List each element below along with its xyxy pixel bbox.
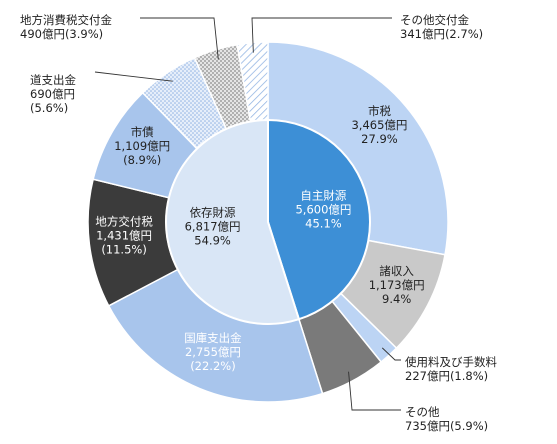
outer-label-9: その他交付金 341億円(2.7%) [400,13,483,41]
outer-label-0-line-1: 3,465億円 [351,118,407,132]
inner-slice-1 [165,118,301,325]
outer-label-0-line-0: 市税 [368,104,391,118]
outer-label-2: 使用料及び手数料 227億円(1.8%) [405,355,497,383]
outer-label-0-line-2: 27.9% [361,132,398,146]
outer-label-5-line-2: (11.5%) [101,243,147,257]
outer-label-1-line-1: 1,173億円 [369,278,425,292]
outer-label-2-line-0: 使用料及び手数料 [405,355,497,369]
inner-label-0-line-2: 45.1% [305,216,342,230]
outer-label-1: 諸収入 1,173億円 9.4% [369,264,425,306]
inner-label-1-line-1: 6,817億円 [185,220,241,234]
outer-ring [87,41,449,403]
inner-pie [165,118,371,325]
outer-label-6-line-1: 1,109億円 [114,139,170,153]
outer-label-1-line-0: 諸収入 [379,264,414,278]
outer-label-4-line-0: 国庫支出金 [184,331,242,345]
outer-label-6: 市債 1,109億円(8.9%) [114,125,170,167]
outer-label-3-line-1: 735億円(5.9%) [405,419,488,433]
outer-label-1-line-2: 9.4% [382,292,411,306]
outer-label-2-line-1: 227億円(1.8%) [405,369,488,383]
outer-label-9-line-1: 341億円(2.7%) [400,27,483,41]
outer-label-7-line-1: 690億円 [30,87,75,101]
inner-label-0-line-0: 自主財源 [300,188,346,202]
outer-label-8-line-0: 地方消費税交付金 [20,13,112,27]
outer-label-3: その他 735億円(5.9%) [405,405,488,433]
outer-label-7: 道支出金 690億円(5.6%) [30,73,76,115]
leader-line-9 [251,17,392,53]
outer-label-3-line-0: その他 [405,405,440,419]
inner-label-1-line-2: 54.9% [194,234,231,248]
leader-line-2 [381,347,401,361]
inner-label-0: 自主財源 5,600億円 45.1% [295,188,351,230]
inner-label-1: 依存財源 6,817億円 54.9% [185,206,241,248]
leader-line-8 [140,17,219,60]
leader-lines [94,17,401,411]
outer-label-5-line-1: 1,431億円 [96,229,152,243]
outer-label-6-line-0: 市債 [131,125,154,139]
outer-label-7-line-2: (5.6%) [30,101,68,115]
slice-labels: 自主財源 5,600億円 45.1% 依存財源 6,817億円 54.9% 市税 3,465億… [20,13,497,433]
inner-label-0-line-1: 5,600億円 [295,202,351,216]
outer-label-0: 市税 3,465億円 27.9% [351,104,407,146]
leader-line-3 [348,371,401,411]
outer-label-8-line-1: 490億円(3.9%) [20,27,103,41]
outer-label-8: 地方消費税交付金 490億円(3.9%) [20,13,112,41]
outer-label-4: 国庫支出金 2,755億円(22.2%) [184,331,242,373]
outer-label-4-line-1: 2,755億円 [185,345,241,359]
outer-label-5-line-0: 地方交付税 [95,215,153,229]
leader-line-7 [94,71,173,82]
outer-label-5: 地方交付税 1,431億円(11.5%) [95,215,153,257]
inner-label-1-line-0: 依存財源 [190,206,236,220]
inner-slice-0 [267,118,371,321]
outer-label-6-line-2: (8.9%) [123,153,161,167]
outer-label-9-line-0: その他交付金 [400,13,469,27]
outer-label-4-line-2: (22.2%) [190,359,236,373]
outer-label-7-line-0: 道支出金 [30,73,76,87]
